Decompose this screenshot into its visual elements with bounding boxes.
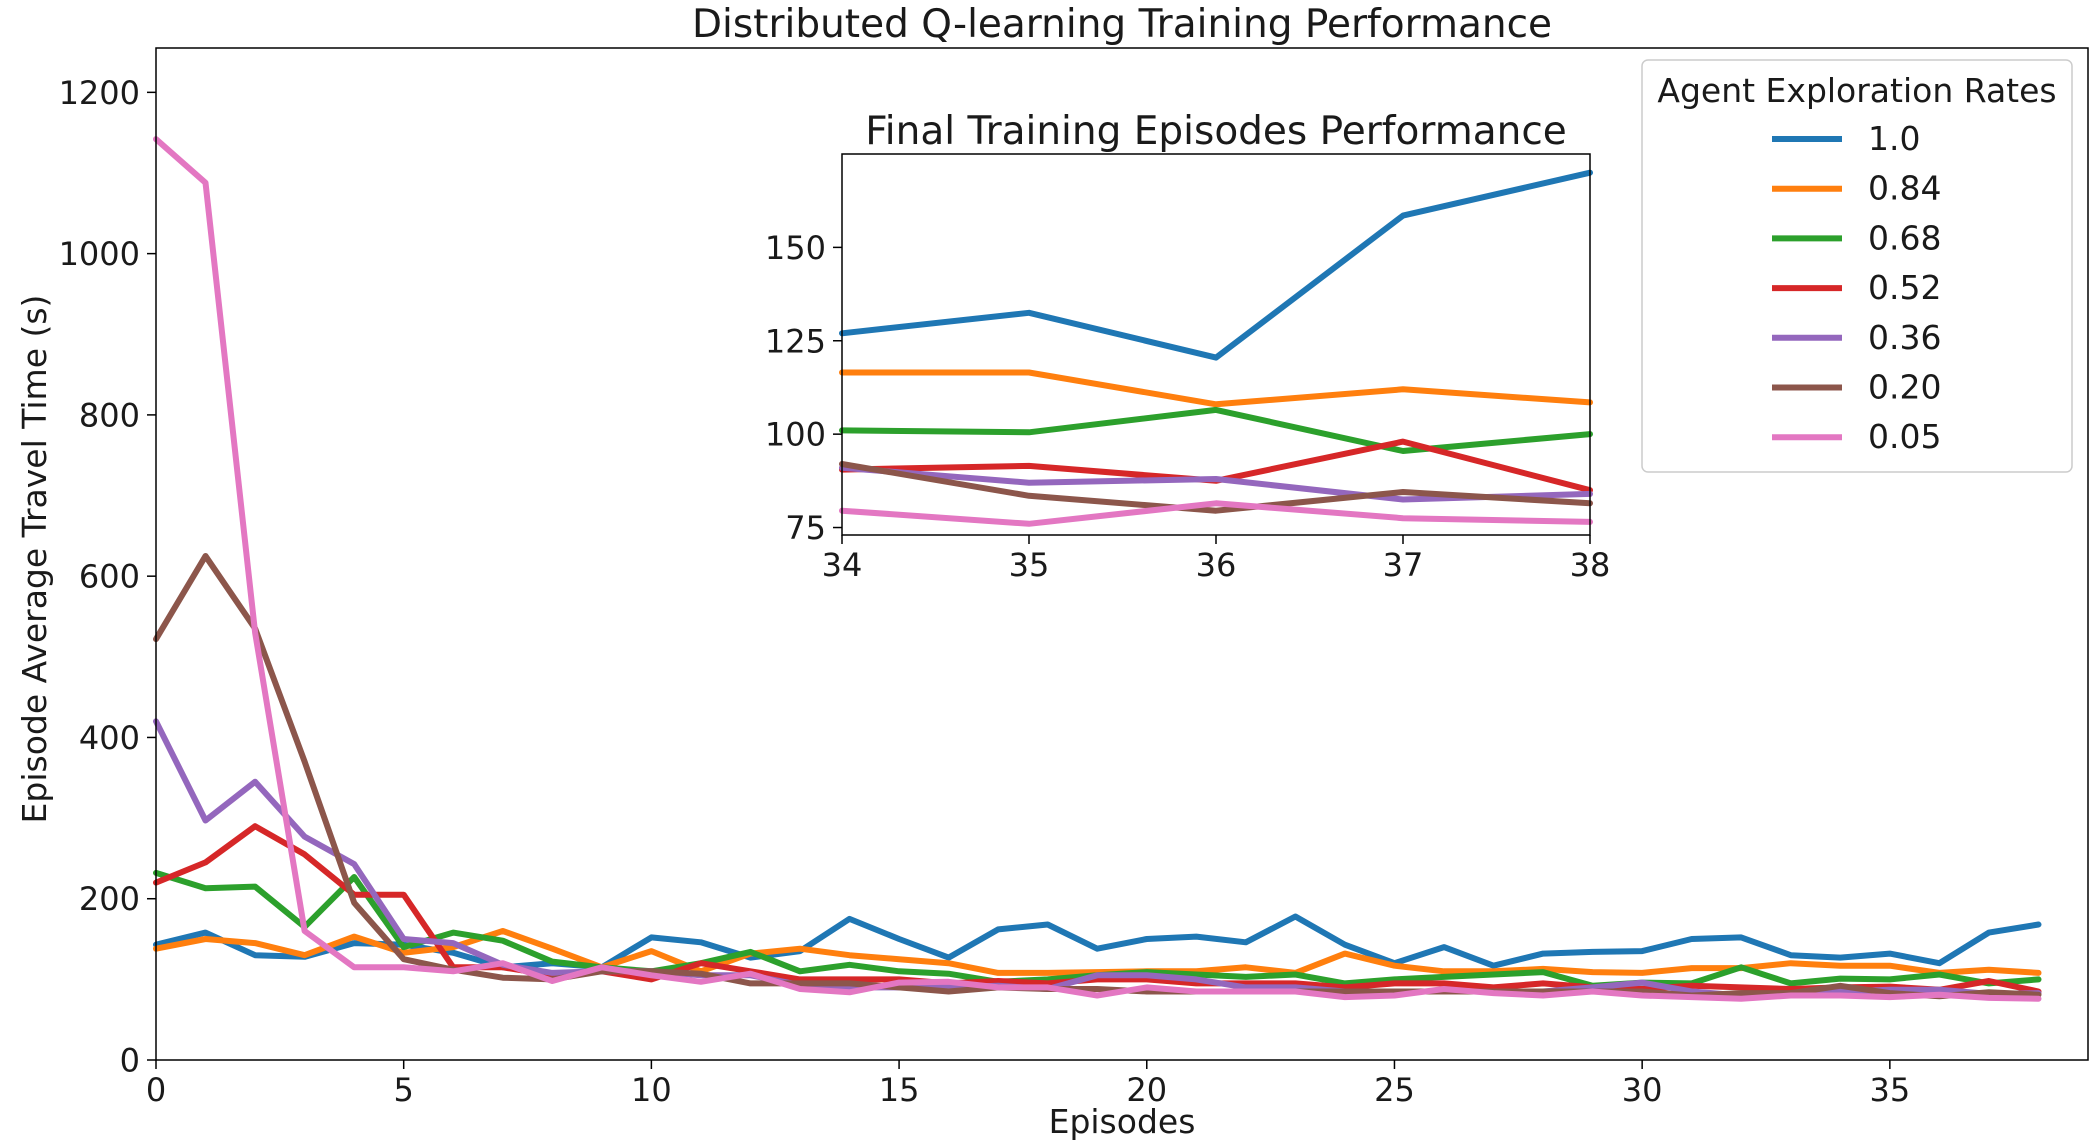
- inset-plot-frame: [841, 153, 1591, 536]
- legend-label-1: 1.0: [1868, 119, 1920, 158]
- legend-items: 1.0 0.84 0.68 0.52 0.36 0.20 0.05: [1772, 119, 1941, 456]
- inset-series-line-6: [839, 461, 1593, 514]
- main-chart-title: Distributed Q-learning Training Performa…: [692, 2, 1552, 47]
- legend-label-6: 0.20: [1868, 368, 1941, 407]
- main-y-tick-label: 1000: [59, 235, 140, 273]
- main-x-tick-label: 20: [1126, 1071, 1167, 1109]
- main-x-tick-label: 0: [146, 1071, 166, 1109]
- main-y-tick-label: 800: [79, 396, 140, 434]
- inset-series-group: [839, 169, 1593, 527]
- inset-plot-background: [842, 154, 1590, 535]
- main-y-tick-label: 0: [120, 1042, 140, 1080]
- main-x-tick-label: 25: [1374, 1071, 1415, 1109]
- legend-label-4: 0.52: [1868, 268, 1941, 307]
- legend-title: Agent Exploration Rates: [1657, 71, 2056, 110]
- inset-x-tick-label: 36: [1196, 546, 1237, 584]
- inset-chart-title: Final Training Episodes Performance: [865, 109, 1567, 154]
- main-y-tick-label: 1200: [59, 74, 140, 112]
- main-plot-frame: [155, 47, 2089, 1061]
- main-x-tick-label: 10: [631, 1071, 672, 1109]
- main-y-tick-label: 600: [79, 558, 140, 596]
- inset-y-tick-label: 100: [765, 416, 826, 454]
- inset-x-tick-label: 38: [1570, 546, 1611, 584]
- main-series-line-2: [153, 928, 2042, 976]
- main-series-line-1: [153, 913, 2042, 971]
- legend-label-2: 0.84: [1868, 169, 1941, 208]
- legend-label-5: 0.36: [1868, 318, 1941, 357]
- legend: Agent Exploration Rates 1.0 0.84 0.68 0.52 0…: [1641, 59, 2073, 473]
- main-y-tick-label: 200: [79, 880, 140, 918]
- main-x-tick-label: 35: [1869, 1071, 1910, 1109]
- main-chart-x-axis-label: Episodes: [1049, 1102, 1196, 1141]
- inset-series-line-2: [839, 369, 1593, 408]
- main-x-tick-label: 5: [394, 1071, 414, 1109]
- main-series-line-6: [153, 553, 2042, 1000]
- inset-series-line-3: [839, 406, 1593, 454]
- main-x-tick-label: 15: [879, 1071, 920, 1109]
- inset-series-line-7: [839, 500, 1593, 527]
- inset-series-line-1: [839, 169, 1593, 361]
- main-series-group: [153, 136, 2042, 1002]
- inset-y-tick-label: 150: [765, 229, 826, 267]
- inset-y-tick-label: 125: [765, 322, 826, 360]
- inset-x-tick-label: 34: [822, 546, 863, 584]
- inset-x-tick-label: 35: [1009, 546, 1050, 584]
- legend-label-3: 0.68: [1868, 218, 1941, 257]
- inset-x-tick-label: 37: [1383, 546, 1424, 584]
- inset-ticks-group: 34 35 36 37 38 75 100 125 150: [765, 229, 1610, 584]
- legend-box: [1641, 59, 2073, 473]
- legend-label-7: 0.05: [1868, 417, 1941, 456]
- main-ticks-group: 0 5 10 15 20 25 30 35 0 200 400 600 800 1000 1200: [59, 74, 1911, 1109]
- main-chart: Distributed Q-learning Training Performa…: [15, 2, 2089, 1141]
- main-y-tick-label: 400: [79, 719, 140, 757]
- main-x-tick-label: 30: [1622, 1071, 1663, 1109]
- main-chart-y-axis-label: Episode Average Travel Time (s): [15, 295, 54, 824]
- inset-chart: Final Training Episodes Performance 34 35…: [765, 109, 1610, 584]
- main-series-line-7: [153, 136, 2042, 1002]
- inset-y-tick-label: 75: [785, 509, 826, 547]
